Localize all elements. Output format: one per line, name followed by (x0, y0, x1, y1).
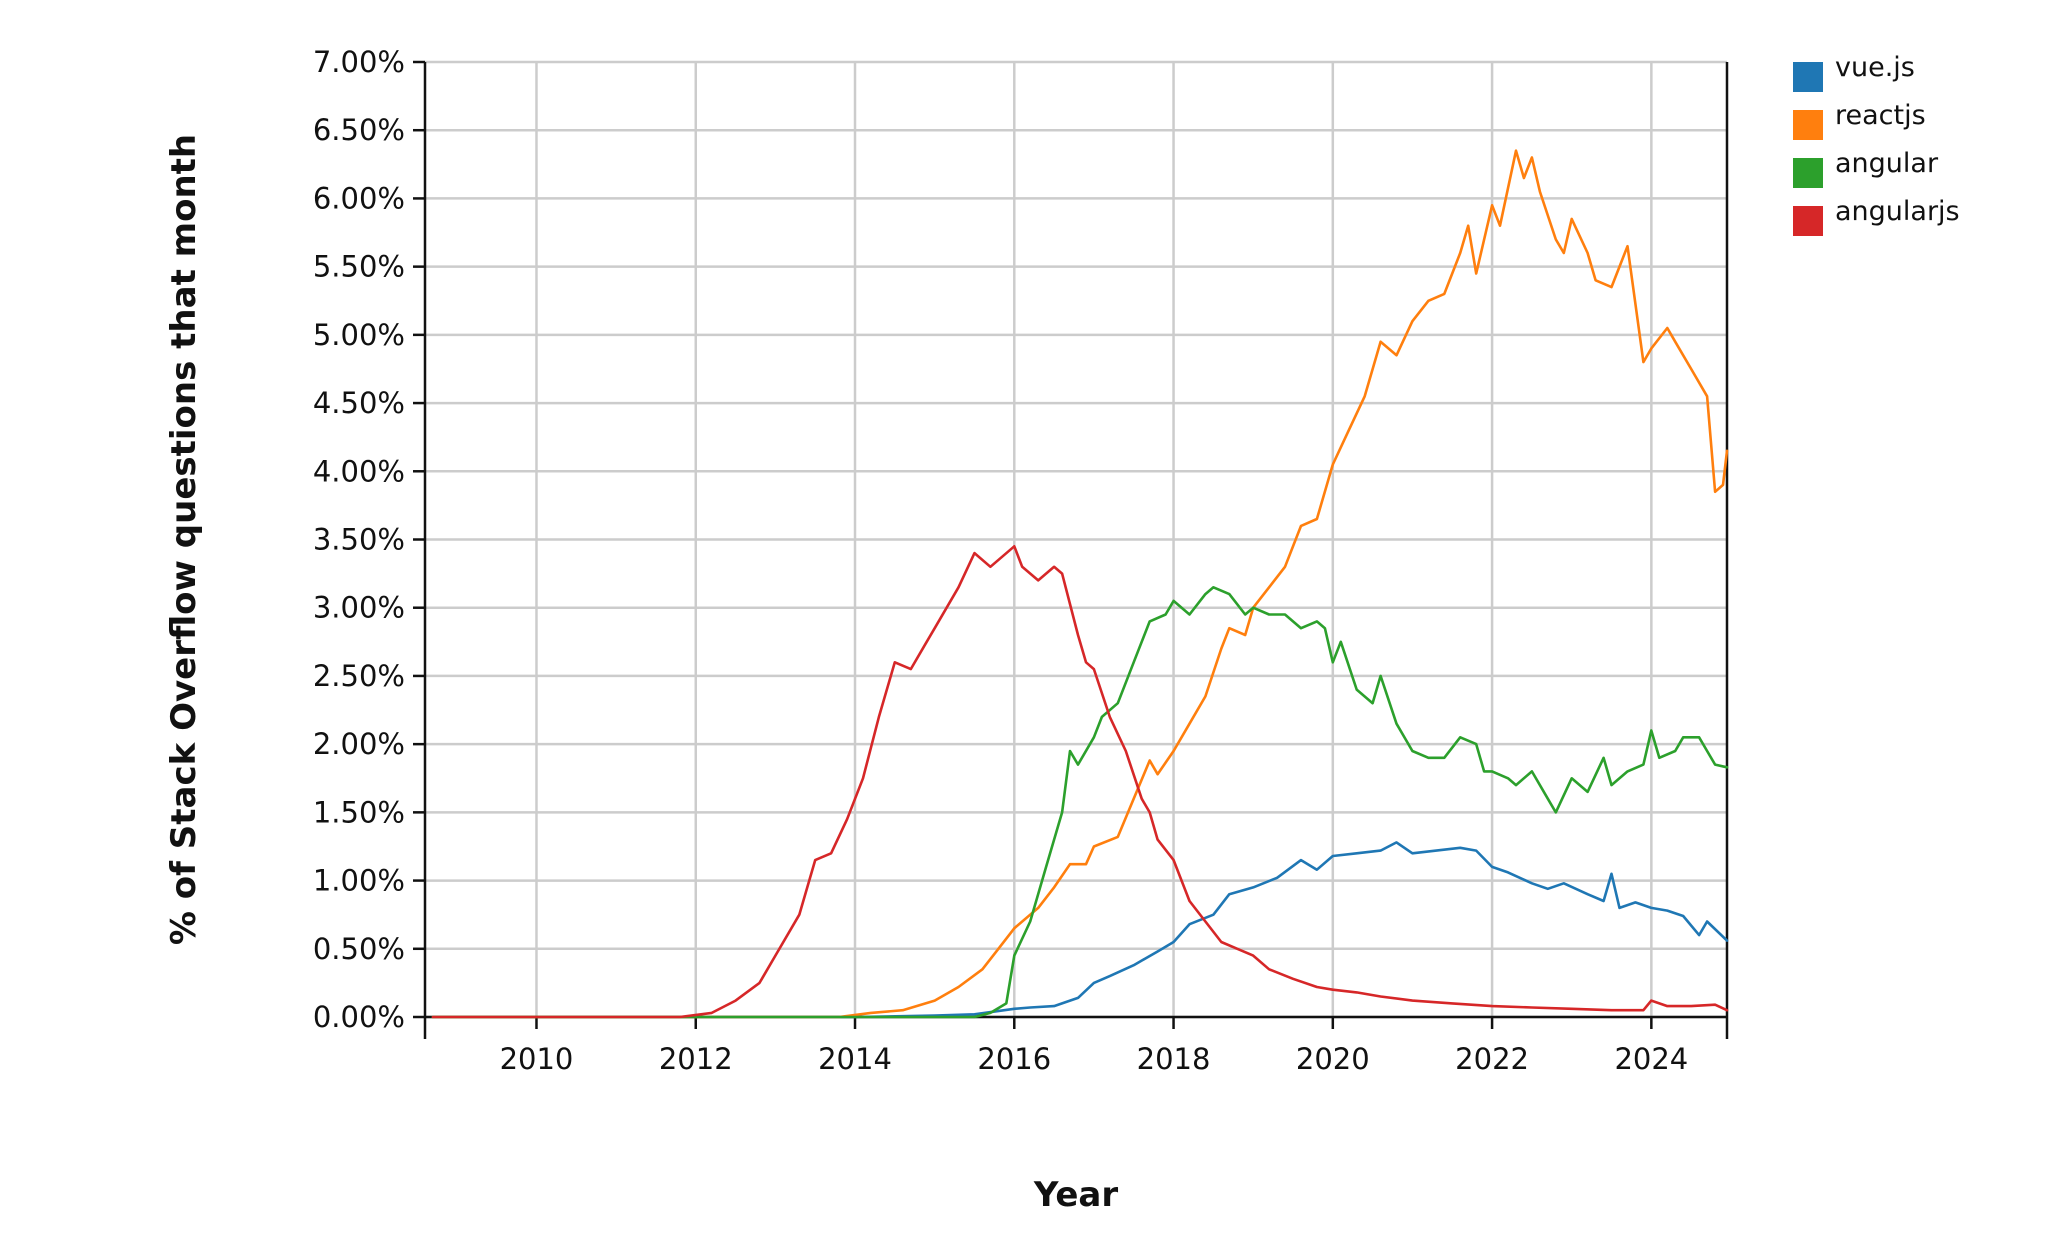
legend-swatch (1793, 206, 1823, 236)
y-tick-label: 6.00% (313, 181, 405, 215)
legend-label: angular (1835, 148, 1939, 179)
y-axis-title: % of Stack Overflow questions that month (164, 134, 204, 945)
x-tick-label: 2024 (1614, 1042, 1688, 1076)
series-line-reactjs (431, 149, 1729, 1019)
x-tick-label: 2014 (818, 1042, 892, 1076)
legend: vue.js reactjs angular angularjs (1793, 52, 1960, 236)
y-tick-label: 2.00% (313, 727, 405, 761)
series-line-angularjs (431, 545, 1729, 1019)
y-tick-label: 3.00% (313, 591, 405, 625)
y-tick-label: 6.50% (313, 113, 405, 147)
x-tick-label: 2018 (1137, 1042, 1211, 1076)
y-tick-label: 1.50% (313, 795, 405, 829)
axes: 0.00% 0.50% 1.00% 1.50% 2.00% 2.50% 3.00% 3.50%… (313, 45, 1729, 1076)
x-tick-label: 2022 (1455, 1042, 1529, 1076)
y-tick-label: 7.00% (313, 45, 405, 79)
legend-swatch (1793, 158, 1823, 188)
y-tick-label: 0.50% (313, 932, 405, 966)
x-axis-title: Year (1033, 1175, 1119, 1215)
y-tick-label: 0.00% (313, 1000, 405, 1034)
legend-label: reactjs (1835, 100, 1926, 131)
legend-label: angularjs (1835, 196, 1960, 227)
legend-swatch (1793, 110, 1823, 140)
series-line-angular (431, 586, 1729, 1019)
x-tick-label: 2016 (977, 1042, 1051, 1076)
y-tick-label: 3.50% (313, 523, 405, 557)
series-line-vue-js (431, 841, 1729, 1019)
x-tick-label: 2010 (500, 1042, 574, 1076)
legend-label: vue.js (1835, 52, 1915, 83)
y-tick-label: 1.00% (313, 864, 405, 898)
y-tick-label: 4.50% (313, 386, 405, 420)
y-tick-label: 5.00% (313, 318, 405, 352)
x-tick-label: 2020 (1296, 1042, 1370, 1076)
legend-swatch (1793, 62, 1823, 92)
grid (425, 60, 1727, 1019)
series-lines (431, 149, 1729, 1019)
y-tick-label: 2.50% (313, 659, 405, 693)
x-tick-label: 2012 (659, 1042, 733, 1076)
y-tick-label: 5.50% (313, 250, 405, 284)
y-tick-label: 4.00% (313, 454, 405, 488)
